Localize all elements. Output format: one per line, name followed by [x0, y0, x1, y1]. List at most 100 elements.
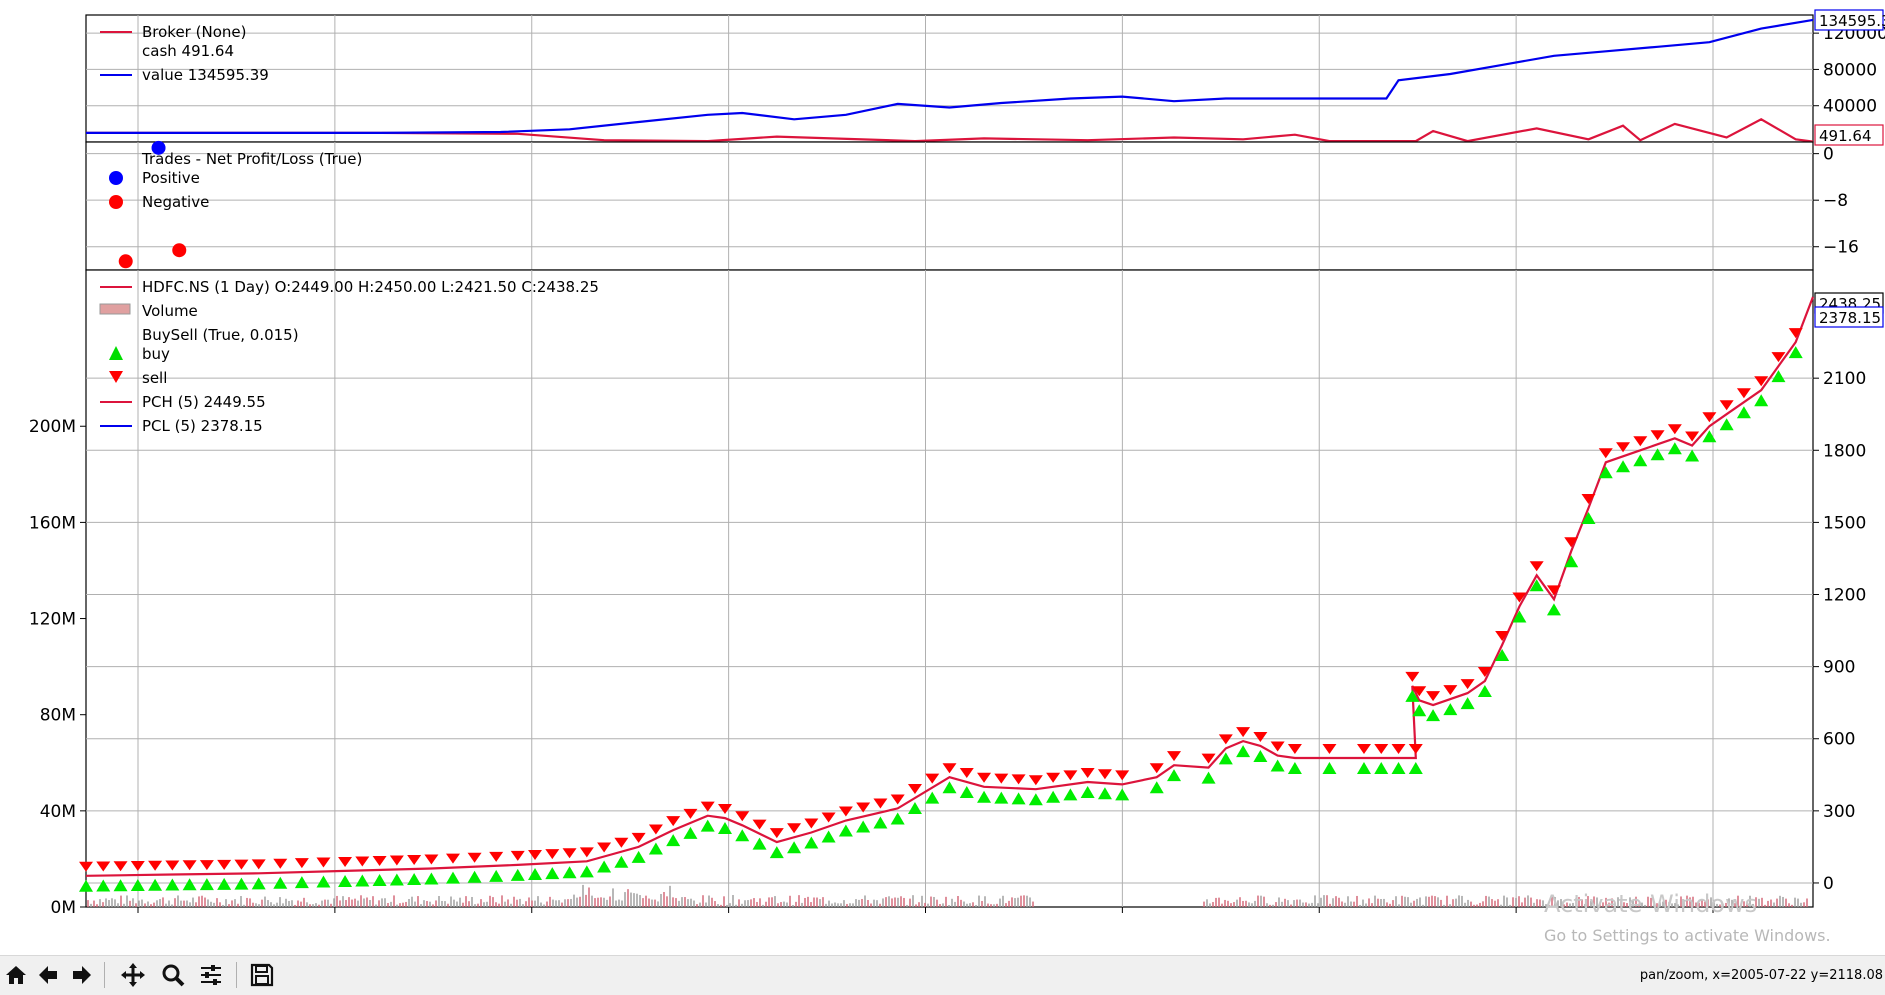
sell-marker	[890, 794, 905, 805]
sell-marker	[1391, 743, 1406, 754]
sell-marker	[148, 860, 163, 871]
legend-label: cash 491.64	[142, 42, 234, 60]
plot-frame	[85, 141, 1814, 271]
buy-marker	[838, 824, 853, 837]
sell-marker	[1426, 691, 1441, 702]
buy-marker	[1412, 704, 1427, 717]
sell-marker	[165, 860, 180, 871]
buy-marker	[294, 876, 309, 889]
sell-marker	[1788, 328, 1803, 339]
legend-swatch	[99, 303, 131, 315]
buy-marker	[1495, 648, 1510, 661]
sell-marker	[355, 856, 370, 867]
legend-label: Positive	[142, 169, 200, 187]
buy-marker	[489, 869, 504, 882]
buy-marker	[907, 802, 922, 815]
sell-marker	[648, 824, 663, 835]
sell-marker	[856, 802, 871, 813]
legend-label: value 134595.39	[142, 66, 269, 84]
buy-marker	[683, 826, 698, 839]
pan-button[interactable]	[117, 959, 149, 991]
sell-marker	[199, 860, 214, 871]
trade-marker-negative	[118, 254, 133, 269]
sell-marker	[294, 858, 309, 869]
sell-marker	[407, 855, 422, 866]
buy-marker	[977, 790, 992, 803]
last-value-tag: 491.64	[1814, 124, 1884, 146]
buy-marker	[769, 846, 784, 859]
legend-label: PCH (5) 2449.55	[142, 393, 266, 411]
buy-marker	[1218, 752, 1233, 765]
sell-marker	[1650, 430, 1665, 441]
last-value-tag: 2378.15	[1814, 306, 1884, 328]
buy-marker	[735, 829, 750, 842]
y-tick-label: 80000	[1823, 60, 1877, 80]
buy-marker	[821, 830, 836, 843]
buy-marker	[614, 855, 629, 868]
buy-marker	[407, 873, 422, 886]
volume-tick-label: 40M	[40, 802, 76, 822]
plot-frame	[85, 14, 1814, 143]
sell-marker	[666, 816, 681, 827]
buy-marker	[1685, 449, 1700, 462]
buy-marker	[717, 822, 732, 835]
buy-marker	[925, 791, 940, 804]
sell-marker	[1546, 585, 1561, 596]
buy-marker	[804, 836, 819, 849]
legend-label: PCL (5) 2378.15	[142, 417, 263, 435]
sell-marker	[631, 832, 646, 843]
sell-marker	[1477, 667, 1492, 678]
sell-marker	[1495, 630, 1510, 641]
buy-marker	[199, 878, 214, 891]
sell-marker	[445, 853, 460, 864]
sell-marker	[1719, 400, 1734, 411]
buy-marker	[597, 860, 612, 873]
zoom-button[interactable]	[157, 959, 189, 991]
sell-marker	[338, 856, 353, 867]
sell-marker	[1564, 537, 1579, 548]
sell-marker	[769, 828, 784, 839]
sell-marker	[752, 819, 767, 830]
y-tick-label: −8	[1823, 191, 1848, 211]
last-value-tag-text: 134595.3	[1819, 12, 1885, 30]
sell-marker	[597, 842, 612, 853]
buy-marker	[445, 871, 460, 884]
navigation-toolbar: pan/zoom, x=2005-07-22 y=2118.08	[0, 955, 1885, 995]
buy-marker	[1719, 418, 1734, 431]
buy-marker	[1270, 759, 1285, 772]
sell-marker	[1063, 770, 1078, 781]
series-line-value	[86, 18, 1814, 134]
save-button[interactable]	[246, 959, 278, 991]
activate-windows-subtitle: Go to Settings to activate Windows.	[1544, 926, 1831, 945]
configure-subplots-button[interactable]	[195, 959, 227, 991]
buy-marker	[1408, 761, 1423, 774]
buy-marker	[1374, 761, 1389, 774]
y-tick-label: 1800	[1823, 441, 1866, 461]
sell-marker	[579, 847, 594, 858]
buy-marker	[1097, 787, 1112, 800]
sell-marker	[1460, 679, 1475, 690]
y-tick-label: 1200	[1823, 586, 1866, 606]
forward-icon	[73, 966, 91, 984]
buy-marker	[1650, 448, 1665, 461]
back-icon	[39, 966, 57, 984]
buy-marker	[1598, 466, 1613, 479]
y-tick-label: 2100	[1823, 369, 1866, 389]
sell-marker	[1236, 727, 1251, 738]
sell-marker	[79, 861, 93, 872]
legend-label: Trades - Net Profit/Loss (True)	[141, 150, 362, 168]
sell-marker	[700, 801, 715, 812]
volume-tick-label: 160M	[29, 513, 76, 533]
buy-marker	[890, 812, 905, 825]
sell-marker	[528, 850, 543, 861]
sell-marker	[1736, 388, 1751, 399]
forward-button[interactable]	[66, 959, 98, 991]
back-button[interactable]	[32, 959, 64, 991]
buy-marker	[631, 850, 646, 863]
volume-tick-label: 200M	[29, 417, 76, 437]
sell-marker	[316, 857, 331, 868]
sell-marker	[1270, 741, 1285, 752]
sell-marker	[1633, 436, 1648, 447]
buy-marker	[562, 866, 577, 879]
home-button[interactable]	[0, 959, 32, 991]
